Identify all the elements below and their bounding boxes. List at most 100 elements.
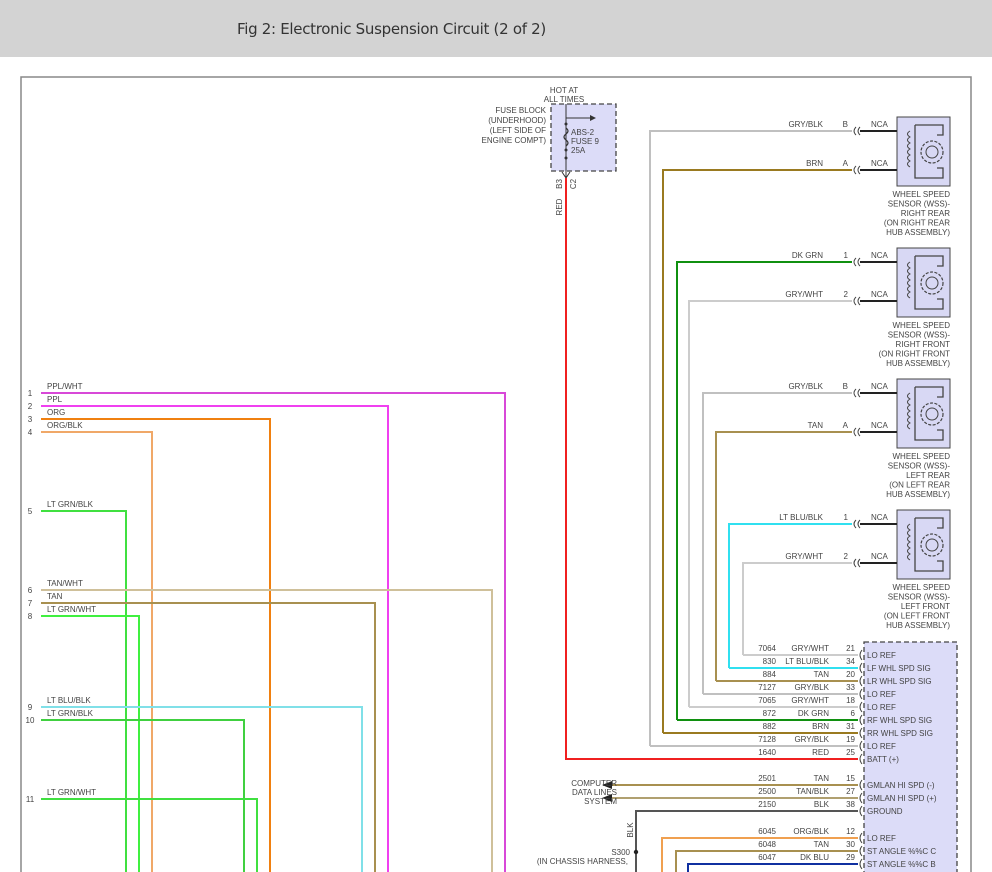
- splice-name: S300: [611, 848, 630, 857]
- sensor-label: RIGHT FRONT: [895, 340, 950, 349]
- left-wire-10: [41, 719, 245, 872]
- circuit-number: 882: [763, 722, 777, 731]
- sensor-wire: [715, 431, 852, 681]
- module-pin-function: LO REF: [867, 834, 896, 843]
- tone-ring-hub-icon: [925, 407, 939, 421]
- sensor-wire: [742, 562, 852, 655]
- left-pin-number: 9: [28, 703, 33, 712]
- module-pin-number: 15: [846, 774, 855, 783]
- sensor-label: WHEEL SPEED: [893, 190, 951, 199]
- circuit-number: 872: [763, 709, 777, 718]
- connector-icon: [859, 805, 863, 817]
- left-pin-number: 1: [28, 389, 33, 398]
- computer-data-lines-label: DATA LINES: [572, 788, 617, 797]
- left-wire-9: [41, 706, 363, 872]
- circuit-number: 6047: [758, 853, 776, 862]
- arrow-left-icon: [602, 794, 612, 802]
- connector-icon: [853, 519, 861, 529]
- ground-wire-label: BLK: [626, 822, 635, 838]
- sensor-wire-label: DK GRN: [792, 251, 823, 260]
- nca-label: NCA: [871, 290, 889, 299]
- red-wire-label: RED: [555, 198, 564, 215]
- connector-icon: [859, 714, 863, 726]
- module-box: [863, 641, 958, 872]
- fuse-block-box: [550, 103, 617, 172]
- connector-icon: [853, 296, 861, 306]
- sensor-coil-icon: [907, 261, 911, 299]
- circuit-number: 6045: [758, 827, 776, 836]
- circuit-number: 2150: [758, 800, 776, 809]
- fuse-pin-c2: C2: [569, 178, 578, 189]
- circuit-number: 884: [763, 670, 777, 679]
- connector-icon: [859, 727, 863, 739]
- left-wire-label: PPL/WHT: [47, 382, 83, 391]
- left-pin-number: 10: [26, 716, 35, 725]
- nca-label: NCA: [871, 251, 889, 260]
- module-wire-color: GRY/WHT: [791, 696, 829, 705]
- sensor-label: HUB ASSEMBLY): [886, 490, 950, 499]
- sensor-wire: [649, 130, 852, 746]
- module-pin-function: RR WHL SPD SIG: [867, 729, 933, 738]
- fuse-label: FUSE 9: [571, 137, 600, 146]
- module-pin-number: 38: [846, 800, 855, 809]
- sensor-pin-label: A: [843, 159, 849, 168]
- sensor-label: HUB ASSEMBLY): [886, 621, 950, 630]
- computer-data-lines-label: COMPUTER: [571, 779, 617, 788]
- left-wire-label: ORG: [47, 408, 65, 417]
- connector-icon: [859, 662, 863, 674]
- nca-label: NCA: [871, 421, 889, 430]
- module-pin-function: LO REF: [867, 742, 896, 751]
- module-wire-color: DK GRN: [798, 709, 829, 718]
- computer-data-lines-label: SYSTEM: [584, 797, 617, 806]
- left-wire-label: LT GRN/WHT: [47, 788, 96, 797]
- left-pin-number: 8: [28, 612, 33, 621]
- left-wire-8: [41, 615, 140, 872]
- module-pin-function: BATT (+): [867, 755, 899, 764]
- circuit-number: 7064: [758, 644, 776, 653]
- module-pin-function: GMLAN HI SPD (-): [867, 781, 935, 790]
- circuit-number: 2500: [758, 787, 776, 796]
- sensor-wire-label: GRY/WHT: [785, 290, 823, 299]
- left-wire-label: LT GRN/WHT: [47, 605, 96, 614]
- module-pin-number: 30: [846, 840, 855, 849]
- circuit-number: 830: [763, 657, 777, 666]
- left-wire-label: TAN: [47, 592, 63, 601]
- sensor-label: LEFT REAR: [906, 471, 950, 480]
- tone-ring-icon: [920, 140, 944, 164]
- connector-icon: [853, 427, 861, 437]
- circuit-number: 7127: [758, 683, 776, 692]
- left-wire-label: LT GRN/BLK: [47, 709, 94, 718]
- sensor-pin-label: A: [843, 421, 849, 430]
- tone-ring-icon: [920, 402, 944, 426]
- left-pin-number: 6: [28, 586, 33, 595]
- diagram-frame: [20, 76, 972, 872]
- module-wire: [661, 837, 858, 872]
- tone-ring-icon: [920, 533, 944, 557]
- sensor-pin-label: 1: [844, 513, 849, 522]
- sensor-label: HUB ASSEMBLY): [886, 359, 950, 368]
- sensor-wire-label: GRY/BLK: [788, 382, 823, 391]
- module-pin-number: 18: [846, 696, 855, 705]
- sensor-label: WHEEL SPEED: [893, 321, 951, 330]
- junction-dot: [564, 122, 568, 126]
- nca-label: NCA: [871, 382, 889, 391]
- junction-dot: [564, 148, 568, 152]
- sensor-label: (ON RIGHT REAR: [884, 219, 950, 228]
- arrow-right-icon: [590, 115, 596, 121]
- module-pin-number: 31: [846, 722, 855, 731]
- module-pin-number: 34: [846, 657, 855, 666]
- sensor-coil-icon: [907, 523, 911, 561]
- circuit-number: 7065: [758, 696, 776, 705]
- module-pin-number: 27: [846, 787, 855, 796]
- left-wire-2: [41, 405, 389, 872]
- fuse-block-location-label: (UNDERHOOD): [488, 116, 546, 125]
- sensor-body-icon: [914, 517, 944, 572]
- connector-icon: [859, 832, 863, 844]
- left-wire-7: [41, 602, 376, 872]
- sensor-wire: [662, 169, 852, 733]
- sensor-label: SENSOR (WSS)-: [888, 462, 951, 471]
- sensor-label: LEFT FRONT: [901, 602, 950, 611]
- module-wire-color: LT BLU/BLK: [785, 657, 829, 666]
- connector-icon: [859, 753, 863, 765]
